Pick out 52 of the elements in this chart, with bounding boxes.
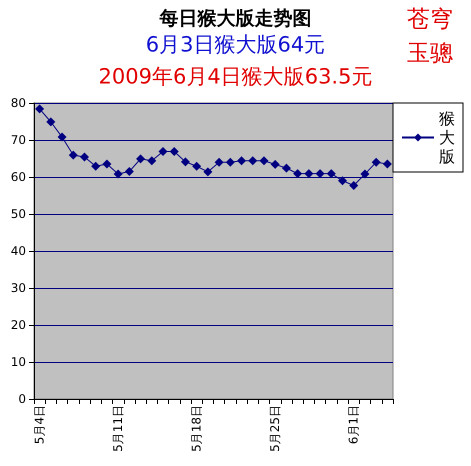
text: 玉骢 xyxy=(407,40,453,66)
point xyxy=(46,117,56,126)
point xyxy=(68,150,78,160)
point xyxy=(226,158,235,167)
chart-title: 每日猴大版走势图 xyxy=(158,8,312,30)
point xyxy=(349,181,358,190)
y-tick-label: 50 xyxy=(10,207,26,221)
legend-label: 猴大版 xyxy=(439,109,455,166)
y-tick-label: 30 xyxy=(10,281,26,295)
point xyxy=(114,170,123,179)
point xyxy=(58,132,67,142)
point xyxy=(326,169,336,178)
point xyxy=(382,160,392,169)
point xyxy=(147,156,156,166)
point xyxy=(214,158,224,167)
point xyxy=(35,104,44,114)
point xyxy=(259,156,268,166)
point xyxy=(248,156,258,166)
y-tick-label: 80 xyxy=(10,96,26,110)
y-tick-label: 10 xyxy=(10,355,26,369)
point xyxy=(192,162,202,171)
point xyxy=(170,146,179,156)
point xyxy=(136,154,146,164)
point xyxy=(203,167,212,176)
point xyxy=(102,160,112,169)
x-tick-label: 6月1日 xyxy=(346,405,361,444)
x-tick-label: 5月18日 xyxy=(190,405,204,452)
point xyxy=(180,157,190,166)
point xyxy=(124,166,134,176)
text: 苍穹 xyxy=(407,6,453,32)
point xyxy=(304,169,314,178)
x-tick-label: 5月4日 xyxy=(32,405,47,444)
text: 2009年6月4日猴大版63.5元 xyxy=(98,64,372,88)
point xyxy=(158,146,168,156)
y-tick-label: 20 xyxy=(10,318,26,332)
y-tick-label: 60 xyxy=(10,170,26,184)
chart-subtitle: 6月3日猴大版64元 xyxy=(146,32,326,56)
y-tick-label: 40 xyxy=(10,244,26,258)
point xyxy=(270,160,280,169)
point xyxy=(338,176,348,186)
point xyxy=(91,162,100,171)
x-tick-label: 5月11日 xyxy=(111,405,126,452)
y-tick-label: 70 xyxy=(10,133,26,147)
point xyxy=(80,152,89,162)
point xyxy=(282,164,291,173)
point xyxy=(372,158,381,167)
point xyxy=(293,169,302,178)
point xyxy=(316,169,325,178)
y-tick-label: 0 xyxy=(18,392,26,406)
point xyxy=(237,156,246,166)
point xyxy=(360,170,370,179)
x-tick-label: 5月25日 xyxy=(268,405,282,452)
